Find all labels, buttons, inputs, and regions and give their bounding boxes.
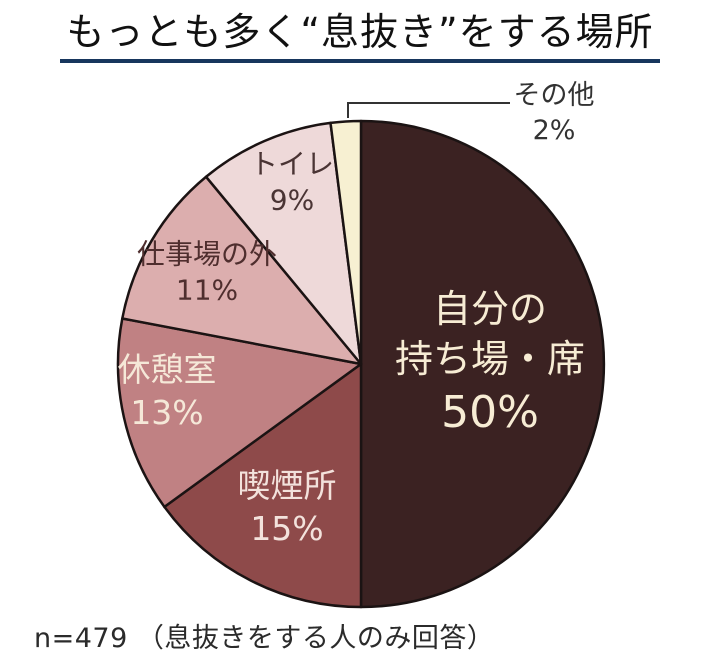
other-leader-line — [347, 102, 510, 118]
sample-size-note: n=479 （息抜きをする人のみ回答） — [34, 623, 495, 654]
pie-slice-3 — [121, 175, 363, 366]
pie-slice-2 — [116, 317, 363, 509]
pie-slice-5 — [329, 119, 363, 366]
pie-slice-0 — [359, 119, 606, 609]
pie-slices — [116, 119, 606, 609]
title-wrap: もっとも多く“息抜き”をする場所 — [0, 11, 720, 63]
pie-slice-1 — [163, 362, 363, 609]
pie-slice-4 — [204, 121, 363, 366]
chart-title: もっとも多く“息抜き”をする場所 — [60, 11, 660, 63]
